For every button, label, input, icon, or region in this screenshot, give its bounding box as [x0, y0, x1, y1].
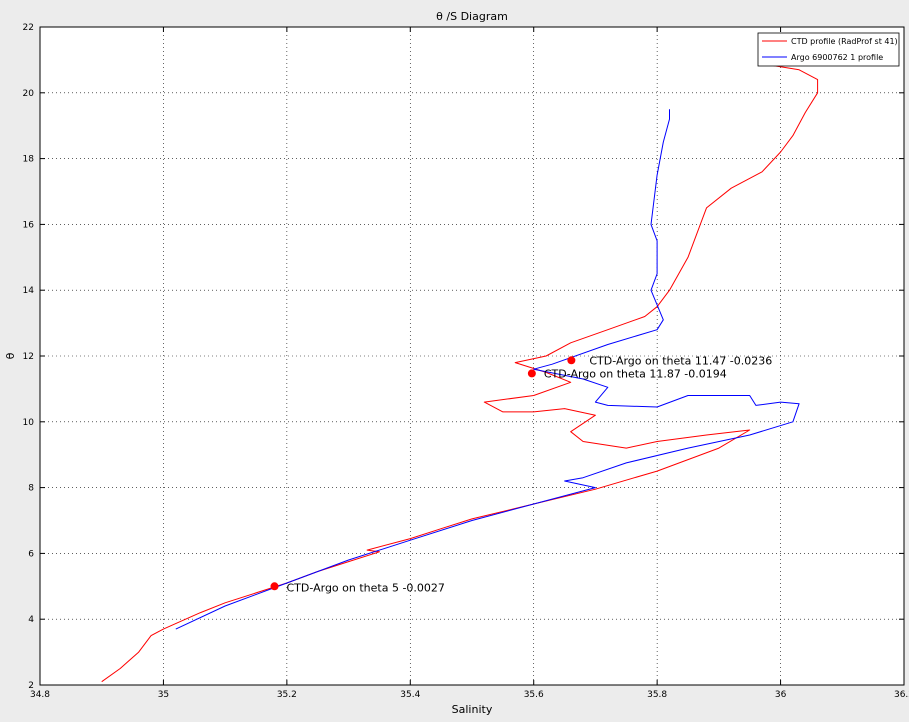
comparison-point-label: CTD-Argo on theta 11.47 -0.0236 — [589, 354, 772, 367]
y-tick-label: 6 — [28, 549, 34, 559]
comparison-point-marker — [270, 582, 279, 591]
comparison-point-label: CTD-Argo on theta 5 -0.0027 — [287, 581, 445, 594]
x-tick-label: 35.4 — [400, 690, 420, 700]
legend-box — [757, 32, 900, 67]
annotation-points: CTD-Argo on theta 5 -0.0027 CTD-Argo on t… — [270, 354, 772, 594]
chart-title: θ /S Diagram — [436, 10, 508, 23]
y-axis-title: θ — [4, 352, 17, 359]
x-tick-label: 34.8 — [30, 690, 50, 700]
y-tick-label: 14 — [23, 286, 35, 296]
x-tick-label: 35 — [158, 690, 169, 700]
y-tick-label: 2 — [28, 681, 34, 691]
y-tick-label: 20 — [23, 89, 35, 99]
legend-label-ctd: CTD profile (RadProf st 41) — [791, 37, 898, 46]
x-tick-label: 36 — [775, 690, 787, 700]
y-tick-label: 12 — [23, 352, 34, 362]
x-tick-label: 36.2 — [894, 690, 909, 700]
x-tick-label: 35.2 — [277, 690, 297, 700]
legend: CTD profile (RadProf st 41) Argo 6900762… — [757, 32, 900, 67]
y-tick-label: 10 — [23, 418, 35, 428]
series-line-argo-profile — [175, 109, 800, 630]
x-tick-label: 35.6 — [524, 690, 544, 700]
comparison-point-label: CTD-Argo on theta 11.87 -0.0194 — [544, 367, 727, 380]
y-tick-label: 4 — [28, 615, 34, 625]
y-tick-label: 16 — [23, 220, 35, 230]
y-tick-label: 22 — [23, 23, 34, 33]
comparison-point-marker — [527, 369, 536, 378]
grid-lines — [40, 27, 904, 685]
y-tick-label: 18 — [23, 155, 35, 165]
legend-label-argo: Argo 6900762 1 profile — [791, 53, 883, 62]
y-tick-label: 8 — [28, 484, 34, 494]
series-layer — [101, 64, 819, 683]
x-tick-label: 35.8 — [647, 690, 667, 700]
comparison-point-marker — [567, 356, 576, 365]
axis-ticks: 34.8 35 35.2 35.4 35.6 35.8 36 36.2 2 4 6 8 10 12 14 16… — [23, 23, 909, 700]
x-axis-title: Salinity — [452, 703, 493, 716]
